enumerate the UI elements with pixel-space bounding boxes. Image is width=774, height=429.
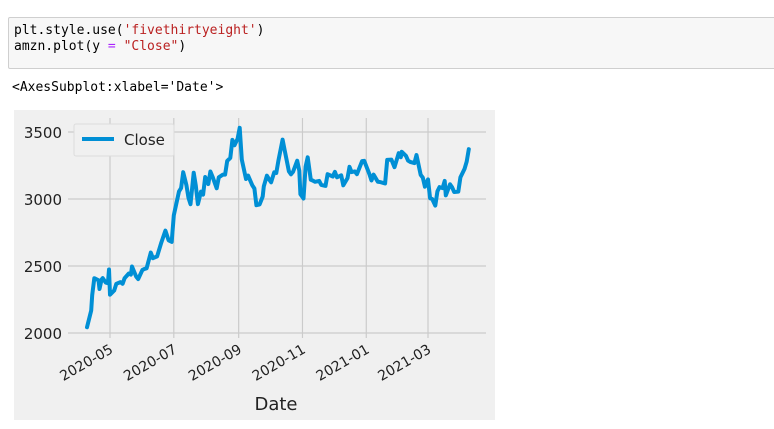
code-token: 'fivethirtyeight': [123, 23, 257, 38]
x-tick-label: 2021-01: [314, 342, 373, 385]
code-token: ): [256, 23, 265, 38]
y-tick-label: 3500: [24, 124, 62, 142]
chart-figure: 2000 2500 3000 3500 2020-05 2020-07 2020-09 202…: [14, 110, 495, 420]
x-tick-label: 2021-03: [375, 342, 434, 385]
y-tick-label: 2500: [24, 258, 62, 276]
code-token: =: [107, 39, 116, 54]
code-token: ): [178, 39, 187, 54]
code-token: [116, 39, 124, 54]
close-price-line: [85, 125, 471, 330]
legend-label-close: Close: [124, 131, 165, 149]
x-tick-label: 2020-05: [57, 342, 116, 385]
x-axis-label: Date: [254, 394, 297, 415]
x-tick-label: 2020-09: [186, 342, 245, 385]
code-token: "Close": [123, 39, 179, 54]
legend-box: [73, 123, 175, 157]
code-line: plt.style.use('fivethirtyeight'): [14, 23, 774, 39]
output-repr: <AxesSubplot:xlabel='Date'>: [12, 80, 224, 95]
x-tick-label: 2020-11: [250, 342, 309, 385]
y-tick-label: 2000: [24, 325, 62, 343]
x-tick-label: 2020-07: [121, 342, 180, 385]
code-token: amzn.plot(y: [14, 39, 108, 54]
code-cell[interactable]: plt.style.use('fivethirtyeight') amzn.plo…: [8, 17, 774, 69]
code-line: amzn.plot(y = "Close"): [14, 39, 774, 55]
code-token: plt.style.use(: [14, 23, 124, 38]
y-tick-label: 3000: [24, 191, 62, 209]
